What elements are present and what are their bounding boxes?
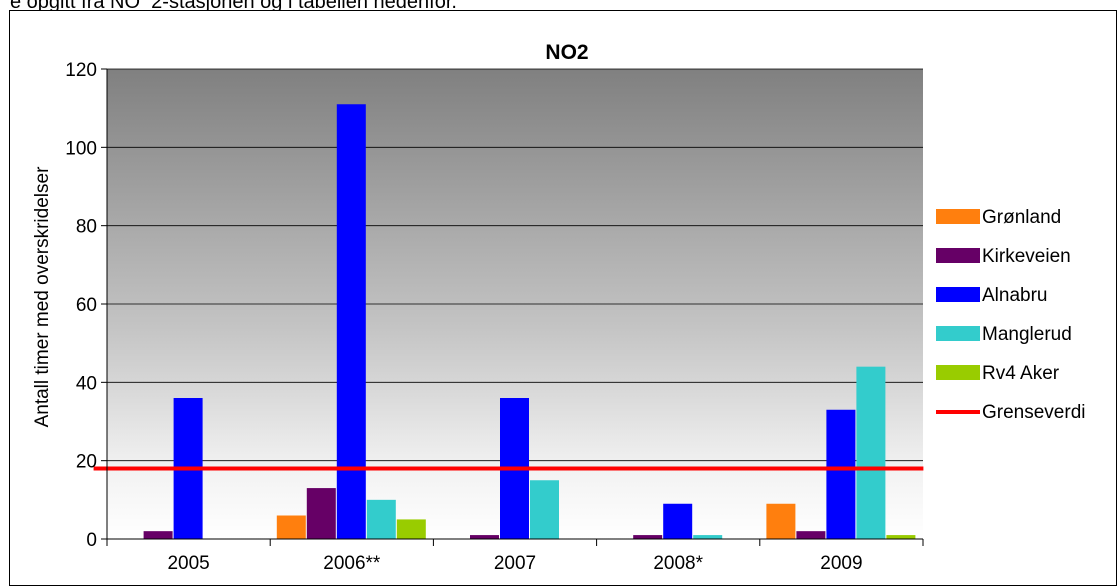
legend-swatch [936,365,980,380]
y-tick-label: 60 [76,295,97,316]
y-tick-label: 20 [76,452,97,473]
bar [633,535,663,539]
bar [306,488,336,539]
bar [693,535,723,539]
chart-legend: Grønland Kirkeveien Alnabru Manglerud Rv4 Ak… [936,207,1086,423]
legend-label: Rv4 Aker [982,363,1060,384]
bar [826,409,856,539]
bar [470,535,499,539]
chart-title: NO2 [545,41,588,64]
legend-label: Manglerud [982,324,1072,345]
bar [663,503,693,539]
x-tick-label: 2008* [653,553,703,574]
x-tick-label: 2007 [494,553,536,574]
y-tick-label: 120 [65,60,97,81]
bar [856,366,886,539]
y-tick-label: 100 [65,138,97,159]
bar [143,531,173,539]
bar [886,535,916,539]
y-tick-label: 40 [76,373,97,394]
bar [530,480,559,539]
legend-label: Grenseverdi [982,402,1086,423]
legend-label: Alnabru [982,285,1048,306]
chart-frame: 0 20 40 60 80 100 120 2005 2006** 2007 2008* 2009 N… [9,10,1117,586]
bar [766,503,796,539]
x-tick-label: 2009 [820,553,862,574]
legend-swatch [936,326,980,341]
x-tick-label: 2005 [167,553,209,574]
legend-swatch [936,287,980,302]
legend-swatch [936,209,980,224]
page-caption: e opgitt fra NO_2-stasjonen og i tabelle… [10,0,457,13]
y-tick-label: 80 [76,217,97,238]
legend-label: Kirkeveien [982,246,1071,267]
bar [336,104,366,539]
bar [366,499,396,539]
y-axis-label: Antall timer med overskridelser [32,166,53,427]
bar [276,515,306,539]
bar [796,531,826,539]
legend-swatch [936,248,980,263]
legend-label: Grønland [982,207,1061,228]
y-tick-label: 0 [86,530,97,551]
bar [396,519,426,539]
no2-chart: 0 20 40 60 80 100 120 2005 2006** 2007 2008* 2009 N… [32,41,1086,574]
x-tick-label: 2006** [323,553,381,574]
